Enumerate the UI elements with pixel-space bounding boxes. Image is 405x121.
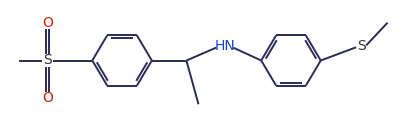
Text: S: S (357, 39, 366, 53)
Text: S: S (43, 53, 52, 68)
Text: O: O (42, 91, 53, 105)
Text: HN: HN (214, 39, 235, 53)
Text: O: O (42, 16, 53, 30)
